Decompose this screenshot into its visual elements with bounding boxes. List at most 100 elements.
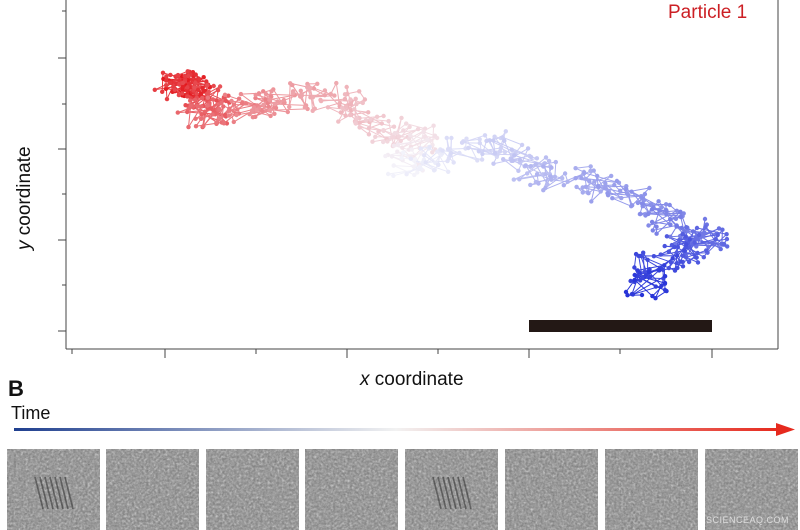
trajectory-point bbox=[310, 95, 316, 100]
trajectory-point bbox=[398, 138, 403, 144]
tem-frame-1 bbox=[7, 449, 100, 530]
trajectory-point bbox=[221, 104, 226, 109]
trajectory-point bbox=[182, 73, 187, 79]
trajectory-point bbox=[650, 293, 655, 299]
trajectory-point bbox=[217, 115, 222, 121]
trajectory-segment bbox=[593, 170, 604, 189]
trajectory-point bbox=[680, 231, 685, 237]
trajectory-point bbox=[694, 225, 700, 231]
trajectory-point bbox=[658, 252, 663, 257]
trajectory-point bbox=[477, 137, 482, 142]
trajectory-segment bbox=[648, 271, 662, 287]
trajectory-point bbox=[682, 248, 687, 253]
trajectory-point bbox=[226, 93, 231, 98]
trajectory-point bbox=[592, 179, 597, 184]
trajectory-point bbox=[214, 120, 219, 125]
trajectory-point bbox=[695, 260, 701, 265]
scale-bar bbox=[529, 320, 712, 332]
trajectory-point bbox=[247, 112, 252, 117]
trajectory-point bbox=[381, 113, 386, 119]
trajectory-segment bbox=[685, 246, 697, 258]
trajectory-point bbox=[431, 123, 436, 128]
trajectory-point bbox=[637, 270, 642, 275]
trajectory-point bbox=[511, 177, 516, 182]
trajectory-point bbox=[290, 91, 296, 96]
trajectory-point bbox=[192, 97, 198, 103]
trajectory-point bbox=[185, 85, 190, 90]
trajectory-point bbox=[477, 140, 482, 146]
trajectory-point bbox=[487, 138, 492, 143]
trajectory-point bbox=[389, 154, 395, 159]
trajectory-segment bbox=[634, 274, 667, 292]
tem-frame-5 bbox=[405, 449, 498, 530]
trajectory-point bbox=[449, 135, 454, 141]
trajectory-point bbox=[649, 207, 655, 212]
trajectory-point bbox=[662, 263, 667, 268]
trajectory-point bbox=[310, 108, 315, 114]
trajectory-point bbox=[206, 89, 211, 95]
trajectory-segment bbox=[707, 233, 727, 254]
trajectory-point bbox=[451, 160, 456, 165]
trajectory-point bbox=[263, 92, 269, 97]
trajectory-point bbox=[187, 81, 192, 87]
trajectory-segment bbox=[536, 173, 552, 181]
panel-b-label: B bbox=[8, 376, 24, 401]
y-axis-label-variable: y bbox=[14, 240, 35, 251]
trajectory-point bbox=[516, 168, 521, 173]
trajectory-point bbox=[680, 264, 686, 269]
trajectory-point bbox=[679, 225, 684, 231]
trajectory-segment bbox=[517, 148, 529, 171]
trajectory-segment bbox=[406, 123, 426, 130]
trajectory-point bbox=[724, 232, 729, 237]
trajectory-point bbox=[533, 162, 538, 167]
trajectory-point bbox=[344, 84, 349, 90]
trajectory-point bbox=[589, 199, 594, 204]
trajectory-point bbox=[687, 245, 692, 250]
trajectory-point bbox=[357, 89, 362, 94]
trajectory-point bbox=[211, 108, 216, 114]
trajectory-point bbox=[302, 105, 308, 110]
trajectory-segment bbox=[584, 172, 620, 184]
trajectory-point bbox=[336, 119, 341, 124]
trajectory-point bbox=[383, 153, 388, 159]
trajectory-point bbox=[201, 75, 206, 80]
trajectory-point bbox=[656, 199, 661, 204]
trajectory-point bbox=[373, 134, 378, 139]
trajectory-point bbox=[214, 98, 219, 103]
trajectory-point bbox=[678, 209, 683, 214]
trajectory-point bbox=[583, 184, 589, 189]
trajectory-point bbox=[193, 80, 198, 86]
trajectory-point bbox=[638, 211, 643, 217]
trajectory-point bbox=[678, 214, 683, 219]
trajectory-point bbox=[354, 116, 359, 121]
trajectory-point bbox=[582, 170, 587, 176]
trajectory-point bbox=[318, 98, 324, 104]
trajectory-segment bbox=[274, 103, 307, 106]
trajectory-point bbox=[480, 151, 485, 157]
trajectory-point bbox=[401, 128, 406, 133]
trajectory-segment bbox=[525, 165, 537, 183]
trajectory-point bbox=[177, 82, 182, 87]
trajectory-point bbox=[254, 107, 259, 113]
trajectory-point bbox=[353, 121, 358, 126]
trajectory-segment bbox=[652, 210, 660, 231]
trajectory-segment bbox=[221, 106, 224, 123]
particle-trajectory bbox=[152, 69, 730, 301]
trajectory-point bbox=[368, 117, 373, 122]
trajectory-segment bbox=[397, 139, 428, 145]
trajectory-point bbox=[342, 92, 348, 97]
trajectory-point bbox=[543, 155, 549, 160]
trajectory-point bbox=[180, 80, 186, 86]
trajectory-point bbox=[713, 236, 718, 242]
trajectory-point bbox=[337, 100, 342, 106]
trajectory-point bbox=[222, 112, 228, 118]
trajectory-plot bbox=[58, 0, 779, 358]
trajectory-point bbox=[186, 73, 191, 79]
trajectory-point bbox=[226, 108, 231, 114]
trajectory-point bbox=[595, 173, 600, 179]
trajectory-segment bbox=[612, 197, 632, 207]
trajectory-point bbox=[185, 109, 190, 115]
trajectory-point bbox=[172, 87, 177, 93]
trajectory-point bbox=[693, 236, 698, 241]
trajectory-point bbox=[325, 105, 331, 110]
